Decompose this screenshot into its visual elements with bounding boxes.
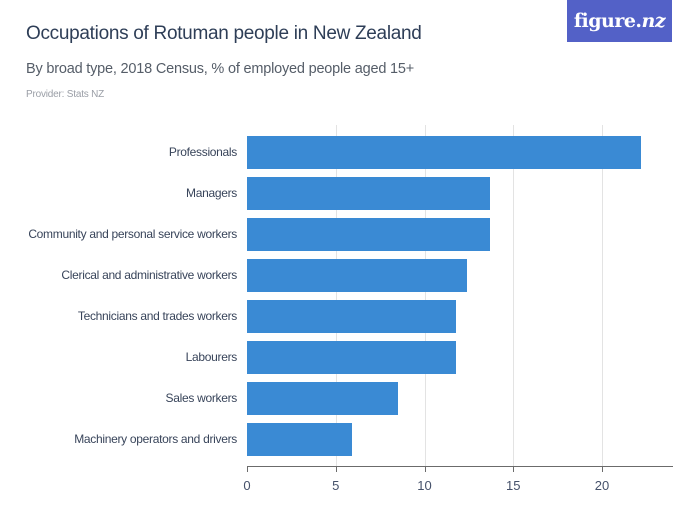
category-label: Professionals xyxy=(168,145,237,159)
bar[interactable] xyxy=(247,218,491,251)
x-tick-label: 0 xyxy=(243,478,251,493)
logo-text: figure. xyxy=(573,10,642,32)
category-label: Technicians and trades workers xyxy=(77,309,237,323)
bar[interactable] xyxy=(247,382,398,415)
bar[interactable] xyxy=(247,423,352,456)
x-tick xyxy=(247,466,248,472)
provider-label: Provider: Stats NZ xyxy=(26,89,105,100)
category-label: Machinery operators and drivers xyxy=(74,432,237,446)
x-tick-label: 10 xyxy=(417,478,432,493)
bar[interactable] xyxy=(247,300,457,333)
x-axis-line xyxy=(247,466,673,467)
gridline xyxy=(335,125,337,466)
bar[interactable] xyxy=(247,341,457,374)
bar[interactable] xyxy=(247,136,642,169)
category-label: Sales workers xyxy=(165,391,238,405)
gridline xyxy=(513,125,515,466)
category-label: Clerical and administrative workers xyxy=(61,268,237,282)
logo-text-nz: nz xyxy=(641,10,666,32)
chart-subtitle: By broad type, 2018 Census, % of employe… xyxy=(26,61,415,77)
gridline xyxy=(602,125,603,466)
category-label: Community and personal service workers xyxy=(28,227,237,241)
chart-title: Occupations of Rotuman people in New Zea… xyxy=(26,23,422,44)
x-tick xyxy=(602,466,603,472)
x-tick-label: 20 xyxy=(594,478,610,493)
x-tick xyxy=(513,466,515,472)
x-tick-label: 5 xyxy=(332,478,340,493)
x-tick xyxy=(424,466,426,472)
bar[interactable] xyxy=(247,177,491,210)
gridline xyxy=(424,125,426,466)
plot-area xyxy=(247,125,673,466)
figure-nz-logo[interactable]: figure. nz xyxy=(567,0,672,42)
x-tick-label: 15 xyxy=(506,478,521,493)
bar[interactable] xyxy=(247,259,468,292)
category-label: Labourers xyxy=(185,350,238,364)
category-label: Managers xyxy=(186,186,237,200)
x-tick xyxy=(335,466,337,472)
